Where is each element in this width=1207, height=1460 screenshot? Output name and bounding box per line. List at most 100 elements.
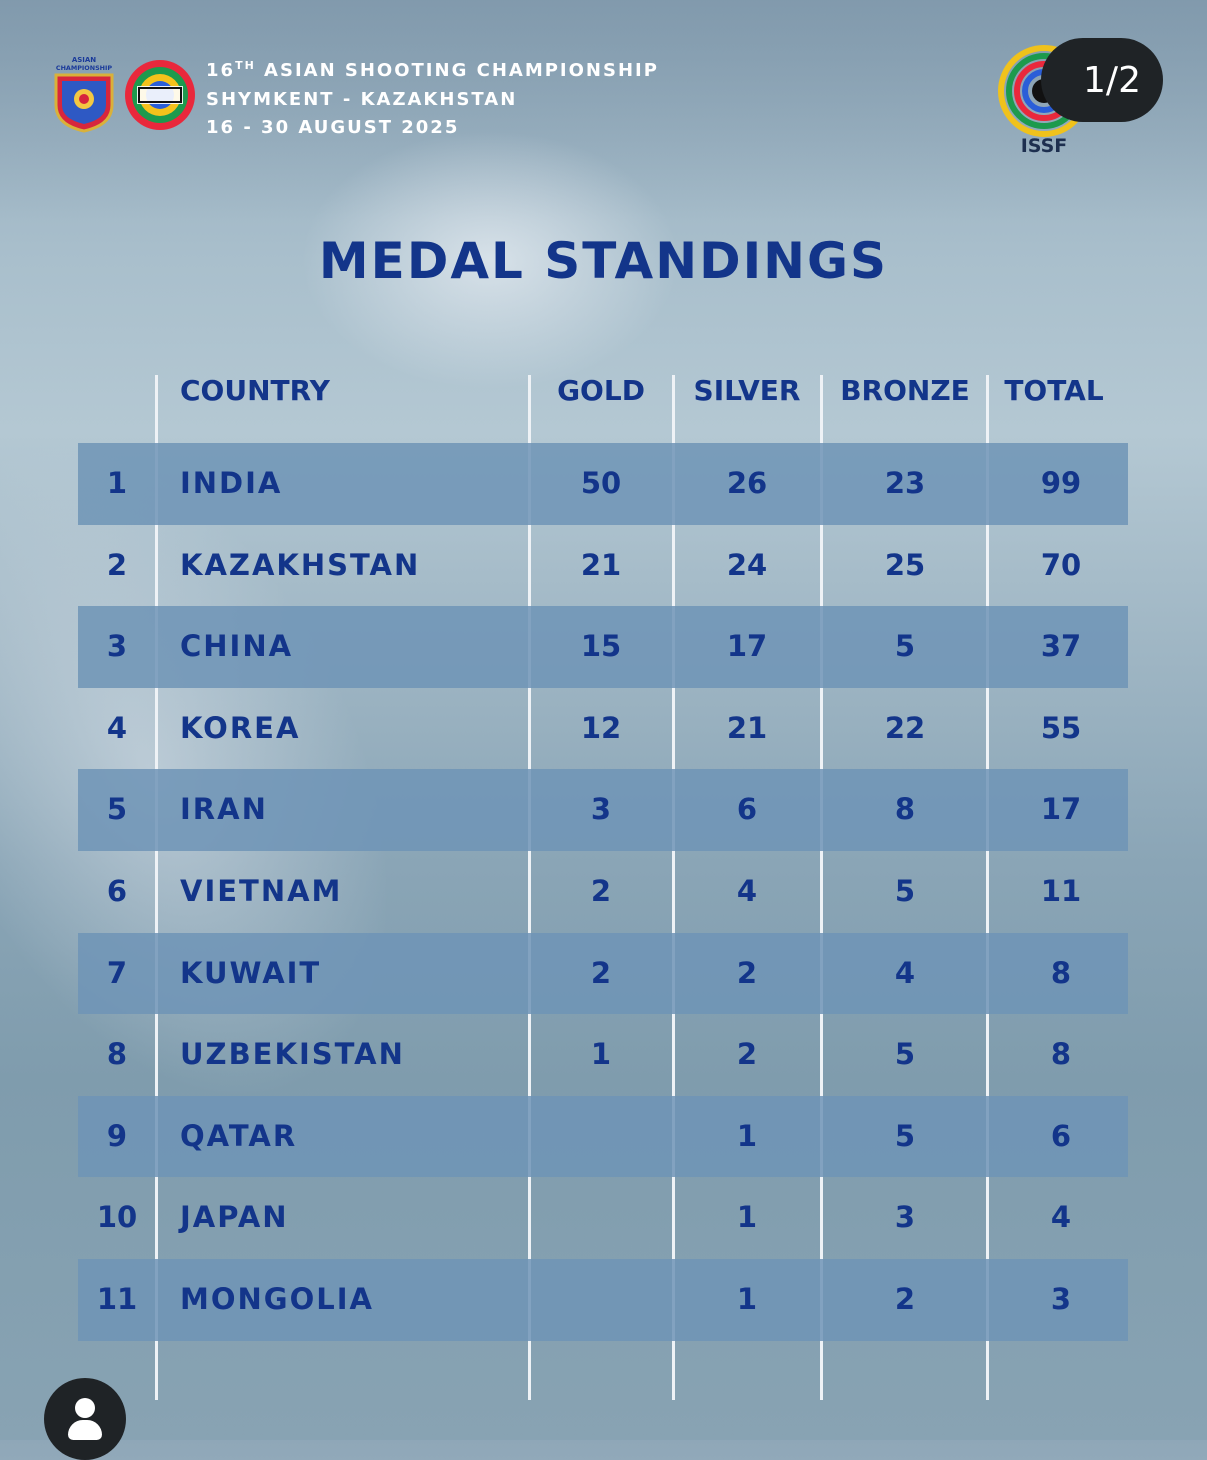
rank-cell: 5: [106, 792, 128, 827]
rank-cell: 8: [106, 1037, 128, 1072]
silver-cell: 21: [726, 710, 768, 745]
country-cell: KAZAKHSTAN: [180, 547, 421, 582]
total-cell: 3: [1050, 1281, 1072, 1316]
gold-cell: [530, 1096, 672, 1178]
bronze-cell: 5: [894, 873, 916, 908]
header-line-3: 16 - 30 AUGUST 2025: [206, 117, 460, 138]
table-row: 5 IRAN 3 6 8 17: [78, 769, 1128, 851]
header-gold: GOLD: [557, 374, 645, 407]
rank-cell: 10: [96, 1200, 138, 1235]
silver-cell: 1: [736, 1118, 758, 1153]
country-cell: MONGOLIA: [180, 1281, 374, 1316]
championship-header: 16TH ASIAN SHOOTING CHAMPIONSHIP SHYMKEN…: [206, 52, 659, 143]
gold-cell: 2: [590, 873, 612, 908]
total-cell: 37: [1040, 629, 1082, 664]
header-line-2: SHYMKENT - KAZAKHSTAN: [206, 88, 518, 110]
table-row: 2 KAZAKHSTAN 21 24 25 70: [78, 525, 1128, 607]
table-row: 9 QATAR 1 5 6: [78, 1095, 1128, 1178]
bronze-cell: 25: [884, 547, 926, 582]
column-divider: [672, 375, 675, 1400]
total-cell: 4: [1050, 1200, 1072, 1235]
bronze-cell: 22: [884, 710, 926, 745]
column-divider: [986, 375, 989, 1400]
header-country: COUNTRY: [180, 374, 330, 407]
rank-cell: 9: [106, 1118, 128, 1153]
header-bronze: BRONZE: [840, 374, 970, 407]
gold-cell: [530, 1259, 672, 1341]
table-row: 1 INDIA 50 26 23 99: [78, 443, 1128, 525]
bronze-cell: 23: [884, 466, 926, 500]
asian-shooting-confederation-logo: [125, 60, 195, 130]
country-cell: KUWAIT: [180, 955, 322, 990]
column-divider: [528, 375, 531, 1400]
silver-cell: 17: [726, 629, 768, 664]
rank-cell: 2: [106, 547, 128, 582]
table-row: 6 VIETNAM 2 4 5 11: [78, 851, 1128, 933]
table-row: 7 KUWAIT 2 2 4 8: [78, 932, 1128, 1015]
page-indicator[interactable]: 1/2: [1041, 38, 1163, 122]
column-divider: [155, 375, 158, 1400]
total-cell: 55: [1040, 710, 1082, 745]
silver-cell: 6: [736, 792, 758, 827]
rank-cell: 11: [96, 1281, 138, 1316]
silver-cell: 24: [726, 547, 768, 582]
table-row: 10 JAPAN 1 3 4: [78, 1177, 1128, 1259]
gold-cell: 50: [580, 466, 622, 500]
total-cell: 11: [1040, 873, 1082, 908]
gold-cell: 2: [590, 955, 612, 990]
gold-cell: 21: [580, 547, 622, 582]
bronze-cell: 3: [894, 1200, 916, 1235]
bronze-cell: 5: [894, 629, 916, 664]
profile-avatar[interactable]: [44, 1378, 126, 1460]
header-line-1: 16TH ASIAN SHOOTING CHAMPIONSHIP: [206, 59, 659, 81]
bronze-cell: 5: [894, 1118, 916, 1153]
total-cell: 99: [1040, 466, 1082, 500]
silver-cell: 4: [736, 873, 758, 908]
background-highlight: [300, 130, 680, 390]
page-title: MEDAL STANDINGS: [318, 232, 889, 290]
total-cell: 6: [1050, 1118, 1072, 1153]
silver-cell: 1: [736, 1200, 758, 1235]
gold-cell: [530, 1177, 672, 1259]
total-cell: 8: [1050, 1037, 1072, 1072]
rank-cell: 4: [106, 710, 128, 745]
table-row: 4 KOREA 12 21 22 55: [78, 688, 1128, 770]
svg-text:CHAMPIONSHIP: CHAMPIONSHIP: [56, 64, 113, 72]
header-silver: SILVER: [693, 374, 801, 407]
table-row: 3 CHINA 15 17 5 37: [78, 606, 1128, 688]
country-cell: CHINA: [180, 629, 294, 664]
total-cell: 17: [1040, 792, 1082, 827]
gold-cell: 1: [590, 1037, 612, 1072]
silver-cell: 1: [736, 1281, 758, 1316]
user-avatar-icon: [75, 1398, 95, 1418]
table-header: COUNTRY GOLD SILVER BRONZE TOTAL: [78, 362, 1128, 442]
bronze-cell: 8: [894, 792, 916, 827]
svg-text:ASIAN: ASIAN: [72, 56, 96, 64]
silver-cell: 26: [726, 466, 768, 500]
silver-cell: 2: [736, 1037, 758, 1072]
asian-championship-logo: ASIAN CHAMPIONSHIP: [54, 56, 114, 133]
rank-cell: 6: [106, 873, 128, 908]
gold-cell: 12: [580, 710, 622, 745]
gold-cell: 15: [580, 629, 622, 664]
rank-cell: 1: [106, 466, 128, 500]
issf-label: ISSF: [1020, 135, 1068, 157]
total-cell: 8: [1050, 955, 1072, 990]
user-avatar-icon-body: [68, 1420, 102, 1440]
medal-table: COUNTRY GOLD SILVER BRONZE TOTAL 1 INDIA 5…: [78, 362, 1128, 1341]
country-cell: VIETNAM: [180, 873, 343, 908]
bronze-cell: 5: [894, 1037, 916, 1072]
country-cell: JAPAN: [180, 1200, 289, 1235]
header-total: TOTAL: [1004, 374, 1104, 407]
rank-cell: 7: [106, 955, 128, 990]
rank-cell: 3: [106, 629, 128, 664]
gold-cell: 3: [590, 792, 612, 827]
country-cell: UZBEKISTAN: [180, 1037, 405, 1072]
silver-cell: 2: [736, 955, 758, 990]
column-divider: [820, 375, 823, 1400]
country-cell: INDIA: [180, 466, 283, 500]
total-cell: 70: [1040, 547, 1082, 582]
bronze-cell: 2: [894, 1281, 916, 1316]
country-cell: IRAN: [180, 792, 268, 827]
country-cell: KOREA: [180, 710, 301, 745]
